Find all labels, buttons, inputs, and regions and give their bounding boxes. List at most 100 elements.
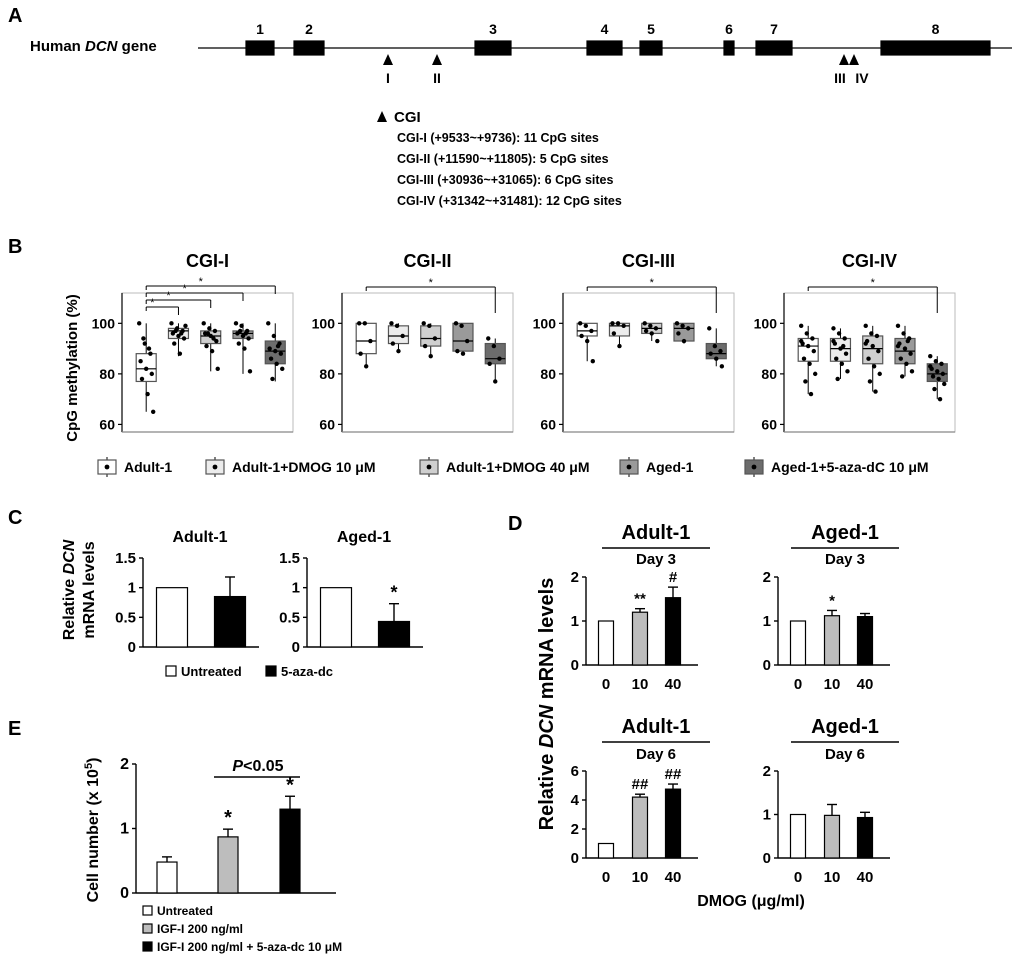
data-point: [266, 321, 271, 326]
y-axis-label: Cell number (x 105): [83, 758, 102, 903]
legend-label: Adult-1: [124, 459, 172, 475]
data-point: [486, 336, 491, 341]
data-point: [179, 331, 184, 336]
data-point: [362, 321, 367, 326]
data-point: [145, 391, 150, 397]
significance-star: *: [199, 276, 204, 288]
data-point: [676, 331, 681, 336]
significance-star: *: [150, 297, 155, 309]
panel-c: C Relative DCN mRNA levels Adult-1 0 0.5 1 1.5 A…: [8, 507, 423, 679]
bar: [856, 615, 874, 666]
y-label-part: ): [85, 758, 102, 763]
legend-label: Aged-1+5-aza-dC 10 μM: [771, 459, 929, 475]
data-point: [455, 348, 460, 354]
data-point: [459, 323, 464, 329]
data-point: [653, 326, 659, 331]
x-tick-label: 0: [602, 676, 610, 693]
bar: [319, 587, 353, 648]
y-tick-label: 0.5: [279, 609, 300, 626]
data-point: [577, 321, 583, 326]
data-point: [235, 331, 240, 336]
cgi-marker-icon: [839, 54, 849, 65]
y-axis-label-line2: mRNA levels: [81, 541, 98, 638]
data-point: [460, 351, 466, 356]
cgi-detail-line: CGI-IV (+31342~+31481): 12 CpG sites: [397, 194, 622, 208]
legend-label: 5-aza-dc: [281, 664, 333, 679]
cgi-legend-marker-icon: [377, 111, 387, 122]
significance-star: *: [182, 283, 187, 295]
data-point: [902, 346, 908, 351]
data-point: [368, 338, 373, 344]
x-tick-label: 0: [794, 869, 802, 886]
data-point: [390, 341, 396, 346]
y-tick-label: 2: [763, 569, 771, 586]
box: [387, 325, 410, 345]
data-point: [177, 351, 183, 356]
y-tick-label: 100: [754, 315, 778, 331]
data-point: [932, 386, 937, 392]
data-point: [843, 351, 849, 356]
y-tick-label: 0: [571, 657, 579, 674]
data-point: [464, 338, 470, 344]
data-point: [895, 323, 901, 329]
bar: [789, 813, 807, 859]
data-point: [805, 343, 811, 349]
bar-annotation: **: [634, 591, 646, 608]
data-point: [590, 359, 595, 364]
y-label-part: DCN: [536, 704, 558, 748]
bar: [664, 788, 682, 859]
exon-box: [723, 40, 735, 56]
data-point: [928, 353, 933, 359]
data-point: [643, 328, 649, 334]
data-point: [836, 331, 842, 336]
data-point: [895, 343, 901, 349]
bar-annotation: #: [669, 569, 678, 586]
bar: [631, 796, 649, 859]
data-point: [142, 341, 147, 346]
data-point: [138, 359, 143, 364]
data-point: [491, 343, 497, 349]
cgi-detail-line: CGI-II (+11590~+11805): 5 CpG sites: [397, 152, 609, 166]
panel-letter-d: D: [508, 513, 522, 535]
data-point: [801, 356, 807, 361]
data-point: [707, 326, 712, 331]
y-tick-label: 60: [761, 416, 777, 432]
data-point: [143, 366, 149, 372]
data-point: [356, 321, 362, 326]
y-tick-label: 100: [312, 315, 336, 331]
data-point: [877, 371, 882, 377]
data-point: [271, 333, 277, 339]
data-point: [712, 343, 718, 349]
cgi-detail-line: CGI-III (+30936~+31065): 6 CpG sites: [397, 173, 613, 187]
panel-letter-e: E: [8, 718, 21, 740]
legend-swatch: [142, 923, 153, 934]
y-tick-label: 2: [571, 821, 579, 838]
exon-box: [639, 40, 663, 56]
cgi-marker-icon: [849, 54, 859, 65]
data-point: [648, 323, 653, 329]
y-tick-label: 80: [319, 366, 335, 382]
data-point: [898, 356, 903, 361]
data-point: [870, 343, 875, 349]
y-tick-label: 1: [571, 613, 579, 630]
data-point: [215, 366, 220, 372]
data-point: [928, 364, 933, 369]
data-point: [183, 323, 188, 329]
data-point: [583, 323, 588, 329]
data-point: [242, 346, 247, 351]
y-tick-label: 4: [571, 792, 580, 809]
bar: [597, 842, 615, 859]
y-label-part: Relative: [536, 748, 558, 830]
panel-b: B CpG methylation (%) CGI-I 60 80 100 * * * * CGI-…: [8, 236, 956, 477]
exon-label: 1: [256, 21, 264, 37]
data-point: [811, 348, 816, 354]
y-tick-label: 1.5: [279, 550, 300, 567]
data-point: [935, 369, 940, 374]
data-point: [453, 321, 459, 326]
data-point: [139, 376, 145, 382]
subplot-title: Aged-1: [811, 716, 879, 738]
data-point: [812, 371, 818, 377]
data-point: [905, 338, 910, 344]
y-tick-label: 1: [763, 613, 771, 630]
